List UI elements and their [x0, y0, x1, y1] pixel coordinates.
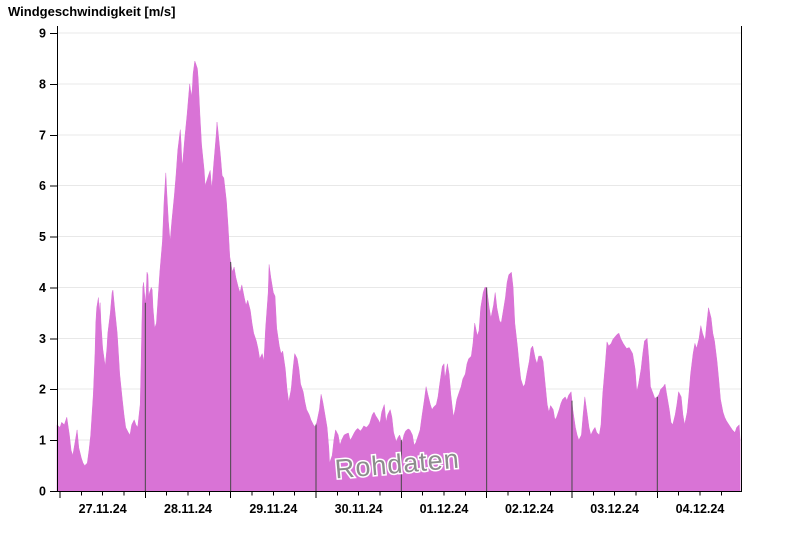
x-tick-label: 28.11.24 — [164, 502, 212, 516]
y-tick-label: 5 — [39, 230, 46, 244]
y-tick-label: 6 — [39, 179, 46, 193]
y-tick-label: 0 — [39, 485, 46, 499]
y-tick-label: 3 — [39, 332, 46, 346]
chart-title: Windgeschwindigkeit [m/s] — [8, 4, 176, 19]
x-tick-label: 27.11.24 — [79, 502, 127, 516]
y-tick-label: 2 — [39, 383, 46, 397]
wind-speed-area — [56, 60, 741, 492]
x-tick-label: 29.11.24 — [249, 502, 297, 516]
x-tick-label: 04.12.24 — [676, 502, 725, 516]
x-tick-label: 03.12.24 — [590, 502, 639, 516]
y-tick-label: 8 — [39, 77, 46, 91]
y-tick-label: 7 — [39, 128, 46, 142]
x-tick-label: 30.11.24 — [335, 502, 383, 516]
x-tick-label: 01.12.24 — [420, 502, 469, 516]
y-tick-label: 1 — [39, 434, 46, 448]
x-tick-label: 02.12.24 — [505, 502, 554, 516]
y-tick-label: 9 — [39, 27, 46, 41]
y-tick-label: 4 — [39, 281, 46, 295]
